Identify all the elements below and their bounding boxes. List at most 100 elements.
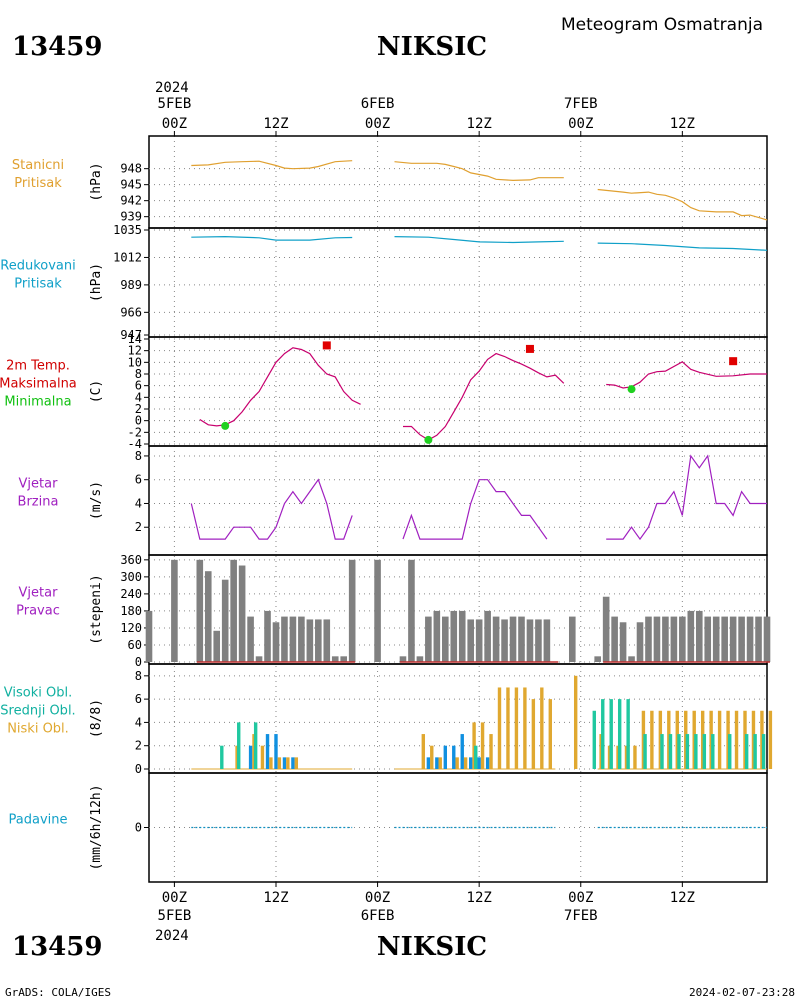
series-line: [403, 352, 565, 441]
y-tick-label: 6: [135, 692, 142, 706]
y-tick-label: 10: [128, 355, 142, 369]
top-hour-label: 12Z: [467, 116, 492, 132]
panel-precip: Padavine (mm/6h/12h) 0: [9, 772, 768, 883]
y-tick-label: 4: [135, 715, 142, 729]
direction-bar: [348, 559, 356, 662]
y-tick-label: 966: [120, 305, 142, 319]
y-tick-label: 8: [135, 449, 142, 463]
y-tick-label: 180: [120, 604, 142, 618]
tmin-marker: [221, 421, 230, 430]
series-line: [394, 236, 564, 244]
direction-bar: [484, 610, 491, 662]
direction-bar: [763, 616, 771, 662]
y-tick-label: 948: [120, 162, 142, 176]
bottom-date-label: 7FEB: [564, 908, 598, 924]
top-date-label: 5FEB: [158, 96, 192, 112]
direction-bar: [374, 559, 381, 662]
direction-bar: [315, 619, 322, 662]
cloud-bar-high: [220, 745, 224, 769]
panel-unit-label: (8/8): [89, 699, 104, 738]
direction-bar: [442, 616, 449, 662]
cloud-bar-low: [768, 710, 773, 769]
footer-timestamp: 2024-02-07-23:28: [689, 986, 795, 999]
series-line: [199, 347, 361, 427]
cloud-bar-high: [609, 699, 613, 769]
cloud-bar-low: [531, 699, 536, 769]
cloud-bar-low: [506, 687, 510, 769]
direction-bar: [213, 630, 221, 662]
cloud-bar-low: [438, 757, 442, 769]
panel-frame: [148, 336, 768, 447]
panel-label-line: Stanicni: [12, 158, 64, 173]
direction-bar: [230, 559, 237, 662]
tmin-marker: [424, 435, 433, 444]
panel-label-line: Niski Obl.: [7, 722, 69, 737]
y-tick-label: 0: [135, 655, 142, 669]
cloud-bar-low: [717, 710, 722, 769]
direction-bar: [704, 616, 712, 662]
panel-unit-label: (hPa): [89, 162, 104, 201]
series-line: [394, 161, 564, 182]
panel-label-line: Srednji Obl.: [0, 704, 75, 719]
direction-bar: [247, 616, 254, 662]
top-date-label: 7FEB: [564, 96, 598, 112]
direction-bar: [670, 616, 678, 662]
cloud-bar-low: [463, 757, 468, 769]
direction-bar: [535, 619, 542, 662]
panel-label-line: Vjetar: [19, 477, 59, 492]
direction-bar: [340, 656, 348, 662]
y-tick-label: 2: [135, 402, 142, 416]
panel-winddir: Vjetar Pravac (stepeni) 0 60 120 180 240 300 360: [16, 553, 771, 669]
cloud-bar-mid: [426, 757, 431, 769]
bottom-date-label: 6FEB: [361, 908, 395, 924]
direction-bar: [399, 656, 407, 662]
panel-label-line: Pritisak: [14, 277, 62, 292]
y-tick-label: 360: [120, 553, 142, 567]
direction-bar: [204, 571, 212, 662]
y-tick-label: 60: [128, 638, 142, 652]
direction-bar: [687, 610, 695, 662]
cloud-bar-high: [237, 722, 241, 769]
cloud-bar-high: [677, 734, 681, 769]
station-name-bottom: NIKSIC: [377, 932, 487, 962]
cloud-bar-high: [744, 734, 749, 769]
tmax-marker: [322, 341, 331, 350]
cloud-bar-low: [430, 745, 434, 769]
direction-bar: [425, 616, 432, 662]
bottom-hour-label: 12Z: [263, 890, 288, 906]
panel-label-line: Brzina: [18, 495, 59, 510]
bottom-year: 2024: [155, 928, 189, 944]
panel-label-line: 2m Temp.: [6, 359, 70, 374]
y-tick-label: 939: [120, 210, 142, 224]
cloud-bar-high: [702, 734, 707, 769]
direction-bar: [145, 610, 153, 662]
cloud-bar-high: [660, 734, 664, 769]
direction-bar: [602, 596, 610, 662]
cloud-bar-high: [601, 699, 605, 769]
series-line: [402, 479, 548, 540]
top-hour-label: 12Z: [670, 116, 695, 132]
y-tick-label: 1012: [113, 250, 142, 264]
series-line: [606, 361, 767, 389]
bottom-hour-label: 00Z: [162, 890, 187, 906]
y-tick-label: 945: [120, 178, 142, 192]
footer-credit: GrADS: COLA/IGES: [5, 986, 111, 999]
cloud-bar-mid: [443, 745, 448, 769]
panel-unit-label: (m/s): [89, 481, 104, 520]
direction-bar: [594, 656, 601, 662]
y-tick-label: 989: [120, 278, 142, 292]
bottom-hour-label: 00Z: [568, 890, 593, 906]
direction-bar: [323, 619, 331, 662]
cloud-bar-low: [540, 687, 544, 769]
direction-bar: [475, 619, 483, 662]
direction-bar: [695, 610, 703, 662]
direction-bar: [746, 616, 754, 662]
cloud-bar-low: [573, 675, 578, 769]
panel-frame: [148, 227, 768, 338]
y-tick-label: 942: [120, 194, 142, 208]
y-tick-label: 1035: [113, 223, 142, 237]
top-hour-label: 00Z: [365, 116, 390, 132]
cloud-bar-low: [734, 710, 739, 769]
bottom-hour-label: 12Z: [670, 890, 695, 906]
